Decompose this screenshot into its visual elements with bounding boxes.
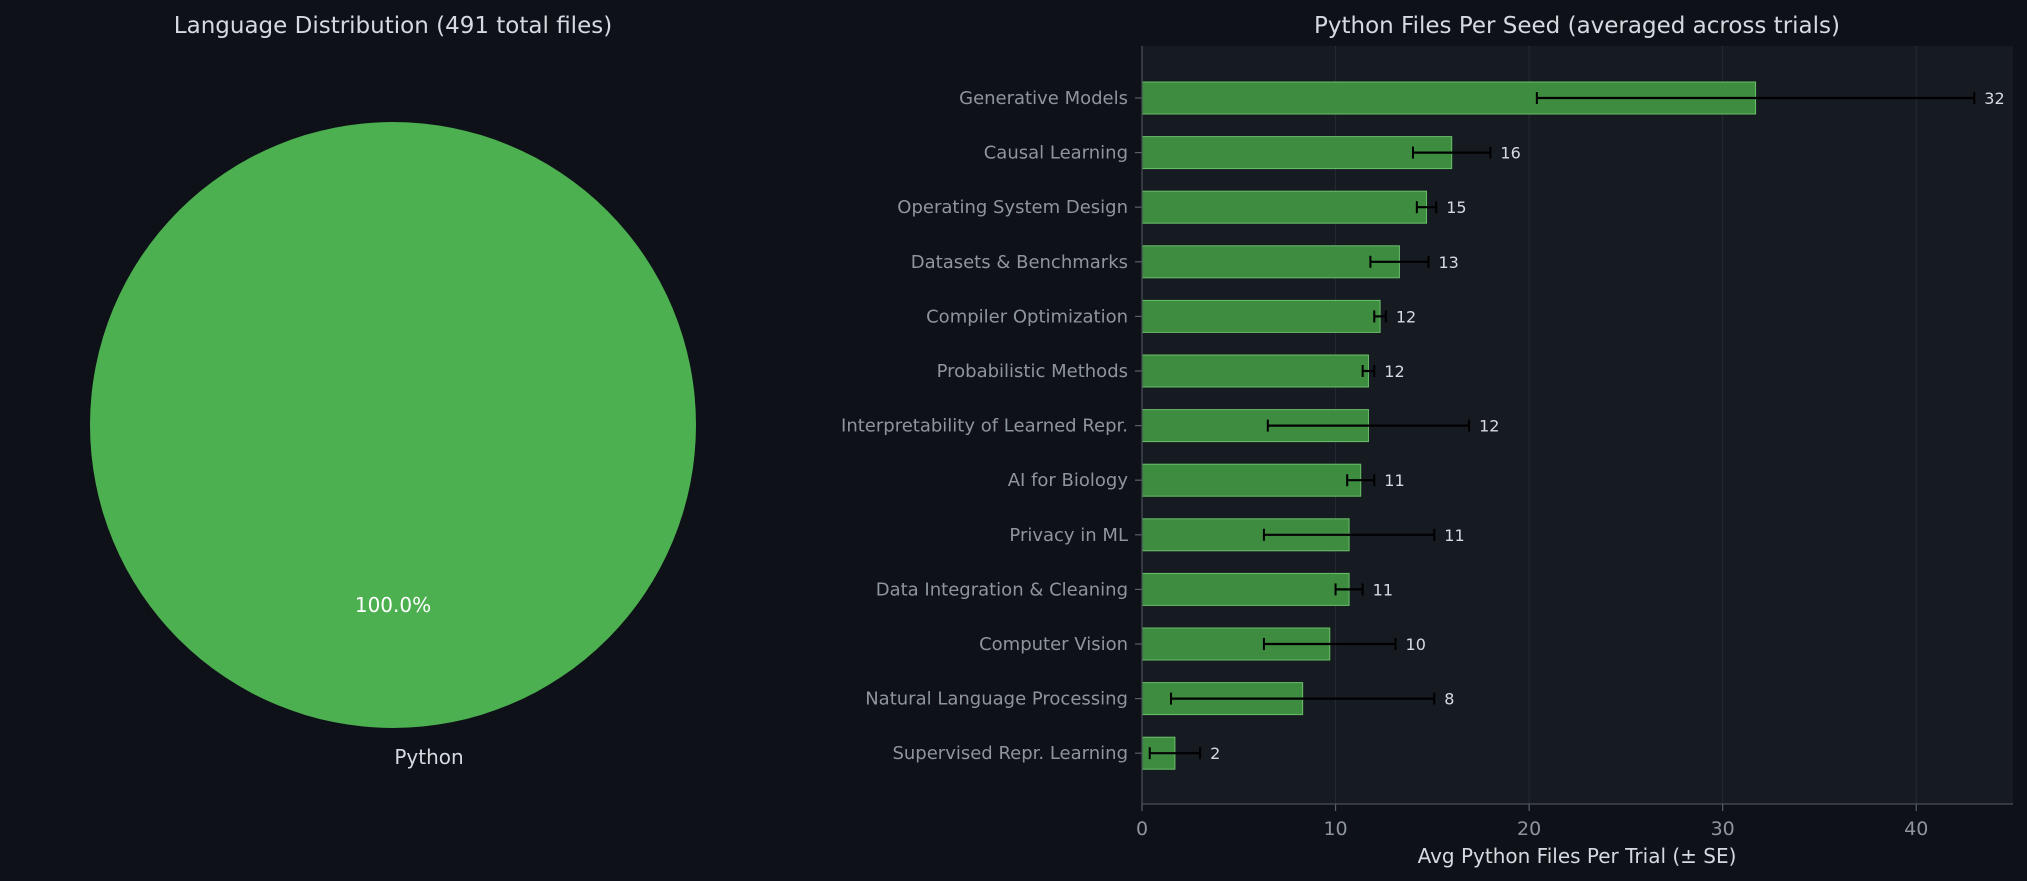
error-bar: [1170, 692, 1436, 705]
error-bar: [1266, 419, 1471, 432]
bar-value-label: 16: [1500, 144, 1520, 163]
error-bar: [1369, 255, 1430, 268]
bar: [1141, 190, 1428, 224]
pie-slice-python: [90, 122, 696, 728]
x-tick-label: 30: [1711, 818, 1735, 840]
bar-chart-y-axis: Generative Models Causal Learning Operatin…: [841, 88, 1142, 764]
error-bar: [1262, 638, 1397, 650]
bar-value-label: 12: [1396, 307, 1416, 326]
error-bar: [1334, 583, 1364, 596]
bar-value-label: 11: [1444, 526, 1464, 545]
bar-value-label: 2: [1210, 744, 1220, 763]
error-bar: [1262, 528, 1436, 541]
y-tick-label: AI for Biology: [1008, 470, 1129, 491]
x-tick-label: 10: [1323, 818, 1347, 840]
y-tick-label: Data Integration & Cleaning: [876, 579, 1128, 600]
bar: [1141, 572, 1350, 606]
error-bar: [1411, 146, 1492, 159]
bar-value-label: 13: [1438, 253, 1458, 272]
y-tick-label: Causal Learning: [984, 143, 1128, 164]
bar: [1141, 245, 1400, 279]
bar-chart-x-axis: 0 10 20 30 40: [1136, 804, 1928, 840]
y-tick-label: Datasets & Benchmarks: [911, 252, 1128, 273]
pie-slices: [90, 122, 696, 728]
pie-slice-percent-label: 100.0%: [355, 593, 431, 617]
bar-chart-value-labels: 32 16 15 13 12 12 12 11 11 11 10 8 2: [1210, 89, 2005, 763]
bar: [1141, 136, 1453, 170]
y-tick-label: Operating System Design: [897, 197, 1128, 218]
bar-chart-x-axis-label: Avg Python Files Per Trial (± SE): [1418, 844, 1737, 868]
x-tick-label: 20: [1517, 818, 1541, 840]
y-tick-label: Privacy in ML: [1009, 525, 1128, 546]
x-tick-label: 0: [1136, 818, 1148, 840]
x-tick-label: 40: [1904, 818, 1928, 840]
pie-chart-title: Language Distribution (491 total files): [174, 13, 612, 39]
bar: [1141, 463, 1362, 497]
bar-value-label: 10: [1406, 635, 1426, 654]
y-tick-label: Probabilistic Methods: [937, 361, 1128, 382]
y-tick-label: Computer Vision: [979, 634, 1128, 655]
error-bar: [1361, 365, 1376, 377]
y-tick-label: Generative Models: [959, 88, 1128, 109]
bar-value-label: 15: [1446, 198, 1466, 217]
pie-chart: Language Distribution (491 total files) …: [90, 13, 696, 769]
bar-value-label: 12: [1384, 362, 1404, 381]
bar-value-label: 8: [1444, 690, 1454, 709]
bar-chart-error-bars: [1148, 92, 1976, 760]
bar-value-label: 11: [1373, 580, 1393, 599]
bar: [1141, 354, 1369, 388]
y-tick-label: Natural Language Processing: [865, 689, 1128, 710]
bar: [1141, 299, 1381, 333]
error-bar: [1346, 474, 1376, 487]
error-bar: [1535, 92, 1976, 104]
bar-chart-title: Python Files Per Seed (averaged across t…: [1314, 13, 1840, 39]
bar-chart: Python Files Per Seed (averaged across t…: [841, 13, 2013, 868]
bar-chart-bars: [1141, 81, 1757, 770]
error-bar: [1148, 747, 1202, 760]
pie-slice-label: Python: [394, 745, 463, 769]
y-tick-label: Supervised Repr. Learning: [892, 743, 1128, 764]
y-tick-label: Interpretability of Learned Repr.: [841, 416, 1128, 437]
error-bar: [1415, 201, 1438, 214]
error-bar: [1373, 310, 1387, 323]
bar-value-label: 12: [1479, 417, 1499, 436]
bar-value-label: 11: [1384, 471, 1404, 490]
y-tick-label: Compiler Optimization: [926, 306, 1128, 327]
bar-value-label: 32: [1984, 89, 2004, 108]
